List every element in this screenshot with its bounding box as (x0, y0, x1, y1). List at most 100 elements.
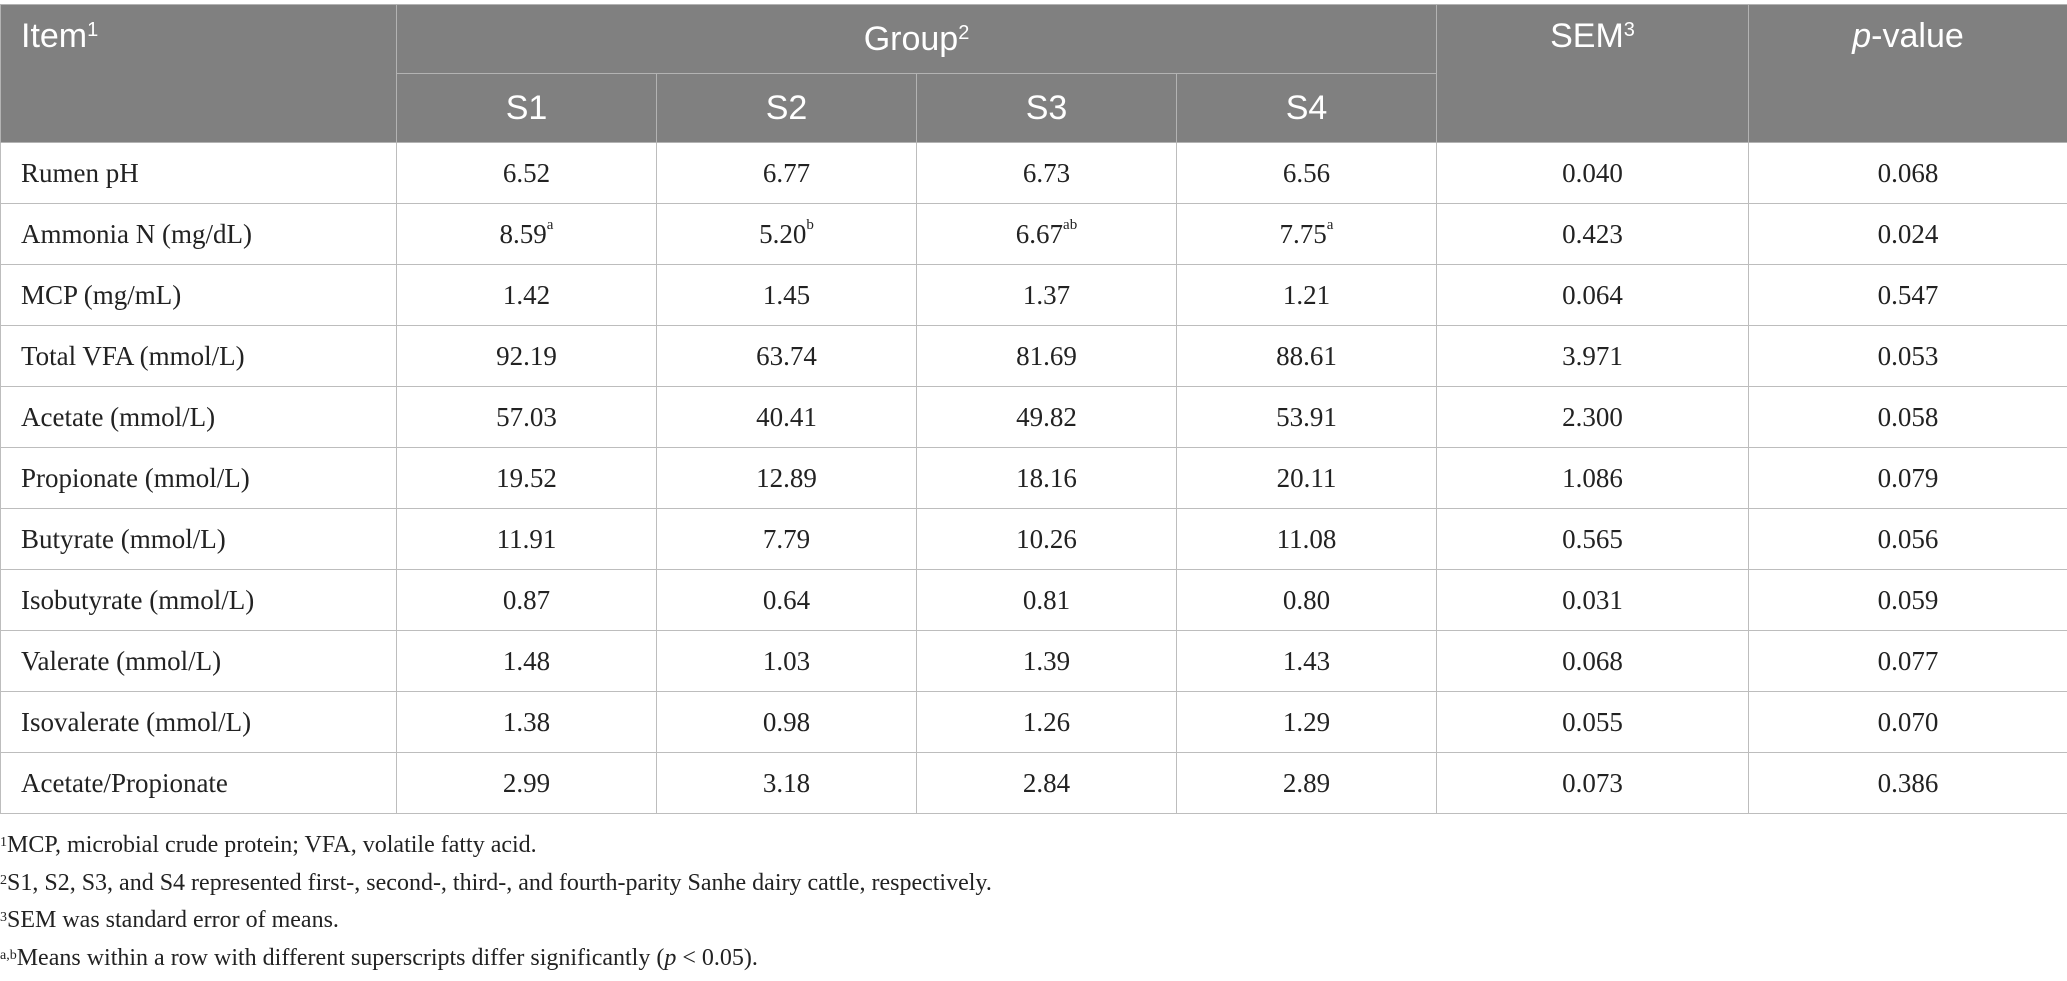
cell-s1: 2.99 (396, 752, 657, 814)
cell-s4: 2.89 (1176, 752, 1437, 814)
footnote-2: 2S1, S2, S3, and S4 represented first-, … (0, 869, 992, 896)
footnote-4: a,bMeans within a row with different sup… (0, 944, 758, 971)
cell-s3: 1.37 (916, 264, 1177, 326)
cell-sem: 0.055 (1436, 691, 1749, 753)
header-s4: S4 (1176, 73, 1437, 143)
cell-s4: 20.11 (1176, 447, 1437, 509)
table-row: Butyrate (mmol/L) 11.91 7.79 10.26 11.08 0.56… (0, 508, 2067, 570)
table-header: Item1 Group2 SEM3 p-value S1 S2 S3 S4 (0, 4, 2067, 143)
cell-s1: 6.52 (396, 142, 657, 204)
cell-s4: 1.21 (1176, 264, 1437, 326)
table-body: Rumen pH 6.52 6.77 6.73 6.56 0.040 0.068 Ammoni… (0, 142, 2067, 814)
cell-s3: 81.69 (916, 325, 1177, 387)
cell-item: Acetate/Propionate (0, 752, 397, 814)
header-row-sub: S1 S2 S3 S4 (1, 73, 2067, 143)
cell-p-value: 0.056 (1748, 508, 2067, 570)
cell-s2: 7.79 (656, 508, 917, 570)
cell-item: Valerate (mmol/L) (0, 630, 397, 692)
cell-item: Total VFA (mmol/L) (0, 325, 397, 387)
cell-s1: 1.48 (396, 630, 657, 692)
table-row: Rumen pH 6.52 6.77 6.73 6.56 0.040 0.068 (0, 142, 2067, 204)
cell-p-value: 0.079 (1748, 447, 2067, 509)
cell-s2: 1.03 (656, 630, 917, 692)
cell-s2: 40.41 (656, 386, 917, 448)
cell-s1: 19.52 (396, 447, 657, 509)
header-p-value: p-value (1748, 4, 2067, 143)
footnote-3: 3SEM was standard error of means. (0, 907, 339, 933)
cell-item: MCP (mg/mL) (0, 264, 397, 326)
cell-s2: 3.18 (656, 752, 917, 814)
cell-s3: 0.81 (916, 569, 1177, 631)
cell-sem: 0.565 (1436, 508, 1749, 570)
cell-s3: 2.84 (916, 752, 1177, 814)
cell-s2: 1.45 (656, 264, 917, 326)
cell-s3: 6.67ab (916, 203, 1177, 265)
cell-s1: 57.03 (396, 386, 657, 448)
cell-s1: 92.19 (396, 325, 657, 387)
footnote-1: 1MCP, microbial crude protein; VFA, vola… (0, 832, 537, 858)
table-row: Isobutyrate (mmol/L) 0.87 0.64 0.81 0.80 0.03… (0, 569, 2067, 631)
cell-s4: 53.91 (1176, 386, 1437, 448)
cell-s3: 18.16 (916, 447, 1177, 509)
cell-s4: 6.56 (1176, 142, 1437, 204)
cell-sem: 0.064 (1436, 264, 1749, 326)
cell-sem: 0.068 (1436, 630, 1749, 692)
cell-item: Isobutyrate (mmol/L) (0, 569, 397, 631)
header-group: Group2 (396, 4, 1437, 74)
table-row: Valerate (mmol/L) 1.48 1.03 1.39 1.43 0.068 0.… (0, 630, 2067, 692)
cell-s2: 12.89 (656, 447, 917, 509)
cell-sem: 0.423 (1436, 203, 1749, 265)
cell-s1: 0.87 (396, 569, 657, 631)
cell-p-value: 0.053 (1748, 325, 2067, 387)
cell-sem: 0.073 (1436, 752, 1749, 814)
cell-sem: 1.086 (1436, 447, 1749, 509)
cell-s2: 0.64 (656, 569, 917, 631)
cell-sem: 0.040 (1436, 142, 1749, 204)
cell-item: Propionate (mmol/L) (0, 447, 397, 509)
cell-s4: 1.29 (1176, 691, 1437, 753)
cell-s1: 11.91 (396, 508, 657, 570)
cell-s3: 6.73 (916, 142, 1177, 204)
cell-item: Acetate (mmol/L) (0, 386, 397, 448)
cell-s2: 0.98 (656, 691, 917, 753)
cell-s3: 10.26 (916, 508, 1177, 570)
cell-p-value: 0.070 (1748, 691, 2067, 753)
header-row-main: Item1 Group2 SEM3 p-value (0, 4, 2067, 143)
table-row: Acetate (mmol/L) 57.03 40.41 49.82 53.91 2.30… (0, 386, 2067, 448)
header-s1: S1 (396, 73, 657, 143)
cell-p-value: 0.547 (1748, 264, 2067, 326)
cell-s3: 1.26 (916, 691, 1177, 753)
cell-s4: 7.75a (1176, 203, 1437, 265)
cell-s3: 1.39 (916, 630, 1177, 692)
cell-item: Butyrate (mmol/L) (0, 508, 397, 570)
cell-p-value: 0.386 (1748, 752, 2067, 814)
header-item: Item1 (0, 4, 397, 143)
table-row: Total VFA (mmol/L) 92.19 63.74 81.69 88.61 3.… (0, 325, 2067, 387)
table-row: MCP (mg/mL) 1.42 1.45 1.37 1.21 0.064 0.547 (0, 264, 2067, 326)
cell-s1: 1.42 (396, 264, 657, 326)
cell-s2: 63.74 (656, 325, 917, 387)
cell-sem: 0.031 (1436, 569, 1749, 631)
header-sem: SEM3 (1436, 4, 1749, 143)
table-row: Acetate/Propionate 2.99 3.18 2.84 2.89 0.073 0… (0, 752, 2067, 814)
cell-sem: 2.300 (1436, 386, 1749, 448)
cell-s3: 49.82 (916, 386, 1177, 448)
footnotes: 1MCP, microbial crude protein; VFA, vola… (0, 827, 992, 977)
cell-s4: 88.61 (1176, 325, 1437, 387)
data-table: Item1 Group2 SEM3 p-value S1 S2 S3 S4 Ru… (0, 4, 2067, 814)
cell-s4: 11.08 (1176, 508, 1437, 570)
cell-s1: 8.59a (396, 203, 657, 265)
cell-s2: 6.77 (656, 142, 917, 204)
cell-p-value: 0.068 (1748, 142, 2067, 204)
header-s3: S3 (916, 73, 1177, 143)
table-row: Ammonia N (mg/dL) 8.59a 5.20b 6.67ab 7.75a 0.… (0, 203, 2067, 265)
cell-item: Rumen pH (0, 142, 397, 204)
cell-s2: 5.20b (656, 203, 917, 265)
cell-p-value: 0.077 (1748, 630, 2067, 692)
table-row: Propionate (mmol/L) 19.52 12.89 18.16 20.11 1… (0, 447, 2067, 509)
cell-s4: 1.43 (1176, 630, 1437, 692)
cell-sem: 3.971 (1436, 325, 1749, 387)
cell-s4: 0.80 (1176, 569, 1437, 631)
cell-s1: 1.38 (396, 691, 657, 753)
cell-item: Isovalerate (mmol/L) (0, 691, 397, 753)
